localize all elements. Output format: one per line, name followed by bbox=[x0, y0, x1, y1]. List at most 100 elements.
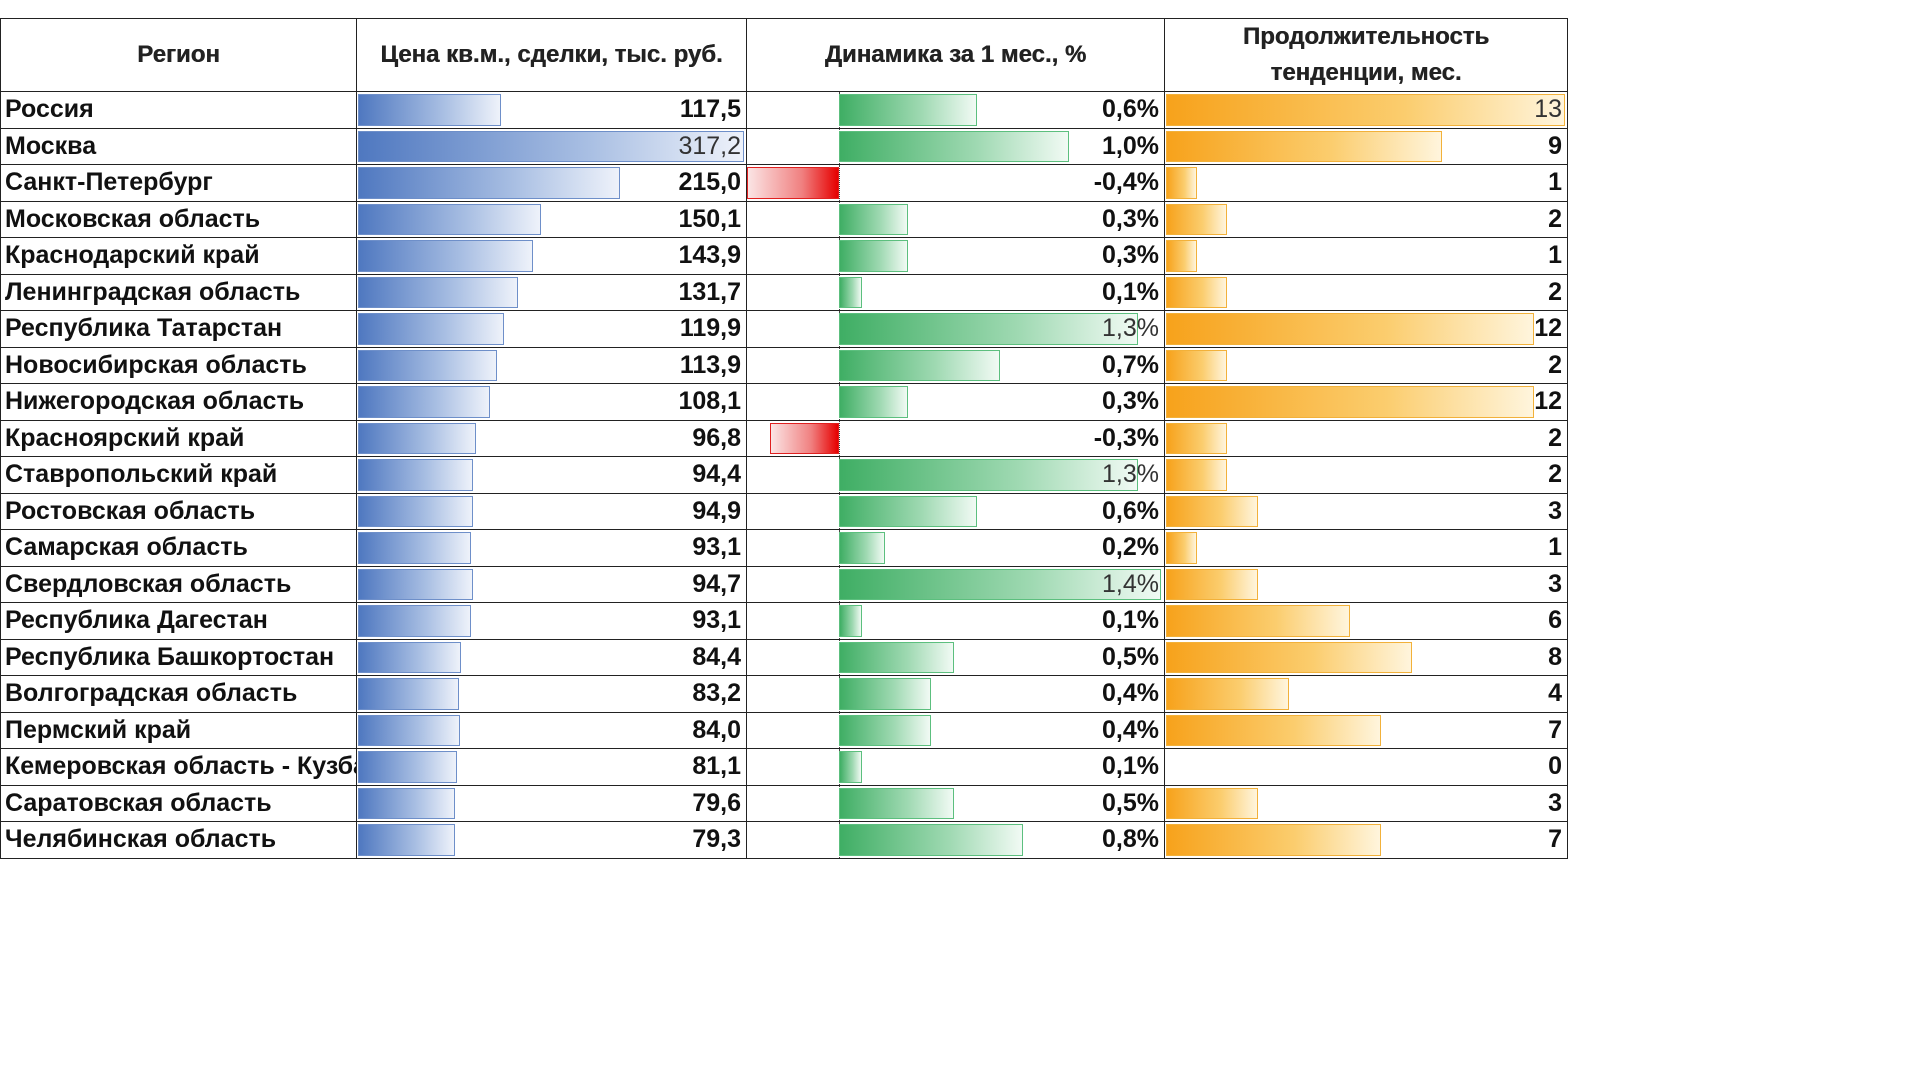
duration-cell: 9 bbox=[1164, 127, 1568, 165]
price-bar bbox=[358, 787, 455, 819]
duration-value: 12 bbox=[1534, 314, 1562, 342]
duration-value: 1 bbox=[1548, 241, 1562, 269]
region-label: Саратовская область bbox=[0, 784, 357, 822]
price-value: 143,9 bbox=[678, 241, 741, 269]
dynamics-cell: 1,0% bbox=[746, 127, 1165, 165]
dynamics-value: 0,1% bbox=[1102, 606, 1159, 634]
price-bar bbox=[358, 532, 471, 564]
price-cell: 215,0 bbox=[356, 164, 747, 202]
zero-axis-line bbox=[839, 420, 840, 456]
duration-value: 2 bbox=[1548, 277, 1562, 306]
duration-cell: 4 bbox=[1164, 675, 1568, 713]
duration-value: 2 bbox=[1548, 460, 1562, 488]
duration-value: 9 bbox=[1548, 131, 1562, 160]
duration-bar bbox=[1166, 459, 1227, 491]
zero-axis-line bbox=[839, 165, 840, 201]
dynamics-value: 0,5% bbox=[1102, 788, 1159, 817]
duration-cell: 2 bbox=[1164, 346, 1568, 384]
positive-dynamics-bar bbox=[839, 751, 862, 783]
price-cell: 93,1 bbox=[356, 602, 747, 640]
price-bar bbox=[358, 167, 620, 199]
price-cell: 143,9 bbox=[356, 237, 747, 275]
region-label: Краснодарский край bbox=[0, 237, 357, 275]
price-bar bbox=[358, 605, 471, 637]
duration-bar bbox=[1166, 678, 1289, 710]
duration-cell: 6 bbox=[1164, 602, 1568, 640]
region-label: Волгоградская область bbox=[0, 675, 357, 713]
duration-bar bbox=[1166, 130, 1442, 162]
duration-cell: 12 bbox=[1164, 310, 1568, 348]
positive-dynamics-bar bbox=[839, 203, 908, 235]
dynamics-value: -0,3% bbox=[1093, 423, 1159, 452]
positive-dynamics-bar bbox=[839, 678, 931, 710]
region-label: Самарская область bbox=[0, 529, 357, 567]
dynamics-value: 0,6% bbox=[1102, 95, 1159, 123]
dynamics-cell: 1,3% bbox=[746, 310, 1165, 348]
dynamics-cell: 0,4% bbox=[746, 711, 1165, 749]
positive-dynamics-bar bbox=[839, 349, 1000, 381]
region-label: Ленинградская область bbox=[0, 273, 357, 311]
duration-cell: 13 bbox=[1164, 91, 1568, 129]
price-cell: 79,3 bbox=[356, 821, 747, 859]
price-cell: 94,7 bbox=[356, 565, 747, 603]
price-bar bbox=[358, 349, 497, 381]
dynamics-value: 0,6% bbox=[1102, 496, 1159, 525]
price-bar bbox=[358, 641, 461, 673]
price-cell: 317,2 bbox=[356, 127, 747, 165]
positive-dynamics-bar bbox=[839, 313, 1138, 345]
duration-value: 6 bbox=[1548, 606, 1562, 634]
price-bar bbox=[358, 240, 533, 272]
price-value: 93,1 bbox=[692, 533, 741, 561]
price-bar bbox=[358, 386, 490, 418]
positive-dynamics-bar bbox=[839, 787, 954, 819]
price-bar bbox=[358, 313, 504, 345]
header-dynamics: Динамика за 1 мес., % bbox=[746, 18, 1165, 92]
region-label: Республика Башкортостан bbox=[0, 638, 357, 676]
duration-cell: 1 bbox=[1164, 529, 1568, 567]
positive-dynamics-bar bbox=[839, 714, 931, 746]
table-row: Республика Татарстан 119,9 1,3% 12 bbox=[0, 310, 1568, 348]
price-value: 84,0 bbox=[692, 715, 741, 744]
duration-value: 3 bbox=[1548, 496, 1562, 525]
dynamics-cell: 0,3% bbox=[746, 237, 1165, 275]
positive-dynamics-bar bbox=[839, 459, 1138, 491]
duration-value: 1 bbox=[1548, 168, 1562, 196]
dynamics-cell: -0,4% bbox=[746, 164, 1165, 202]
price-bar bbox=[358, 824, 455, 856]
price-value: 119,9 bbox=[679, 314, 741, 342]
duration-value: 2 bbox=[1548, 204, 1562, 233]
duration-bar bbox=[1166, 532, 1197, 564]
price-cell: 117,5 bbox=[356, 91, 747, 129]
dynamics-cell: 1,3% bbox=[746, 456, 1165, 494]
duration-cell: 12 bbox=[1164, 383, 1568, 421]
duration-value: 12 bbox=[1534, 387, 1562, 415]
region-label: Республика Дагестан bbox=[0, 602, 357, 640]
duration-bar bbox=[1166, 568, 1258, 600]
duration-cell: 1 bbox=[1164, 237, 1568, 275]
region-label: Новосибирская область bbox=[0, 346, 357, 384]
dynamics-value: 1,3% bbox=[1102, 314, 1159, 342]
duration-value: 7 bbox=[1548, 825, 1562, 853]
dynamics-value: 0,2% bbox=[1102, 533, 1159, 561]
price-value: 93,1 bbox=[692, 606, 741, 634]
duration-bar bbox=[1166, 167, 1197, 199]
duration-value: 2 bbox=[1548, 350, 1562, 379]
price-value: 150,1 bbox=[678, 204, 741, 233]
region-label: Свердловская область bbox=[0, 565, 357, 603]
price-value: 96,8 bbox=[692, 423, 741, 452]
dynamics-value: 0,1% bbox=[1102, 752, 1159, 780]
header-region: Регион bbox=[0, 18, 357, 92]
duration-bar bbox=[1166, 495, 1258, 527]
positive-dynamics-bar bbox=[839, 495, 977, 527]
duration-value: 2 bbox=[1548, 423, 1562, 452]
dynamics-cell: 0,3% bbox=[746, 200, 1165, 238]
duration-value: 0 bbox=[1548, 752, 1562, 780]
dynamics-value: 1,0% bbox=[1102, 131, 1159, 160]
price-bar bbox=[358, 422, 476, 454]
duration-cell: 0 bbox=[1164, 748, 1568, 786]
duration-cell: 3 bbox=[1164, 784, 1568, 822]
dynamics-cell: 0,1% bbox=[746, 273, 1165, 311]
region-label: Россия bbox=[0, 91, 357, 129]
dynamics-value: 0,4% bbox=[1102, 715, 1159, 744]
region-label: Кемеровская область - Кузба bbox=[0, 748, 357, 786]
